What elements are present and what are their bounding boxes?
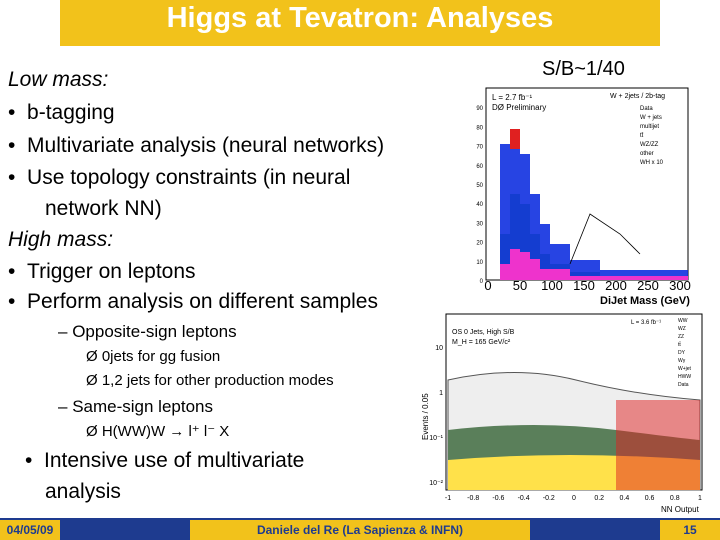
legend-entry: other bbox=[640, 151, 654, 157]
bullet-text: Trigger on leptons bbox=[27, 260, 196, 283]
title: Higgs at Tevatron: Analyses bbox=[166, 2, 554, 34]
x-tick-label: 0 bbox=[572, 495, 576, 502]
legend-entry: Data bbox=[640, 106, 653, 112]
x-tick-label: 0.6 bbox=[645, 495, 655, 502]
x-tick-label: 150 bbox=[573, 278, 595, 293]
heading: Low mass: bbox=[8, 68, 109, 91]
page-number: 15 bbox=[660, 520, 720, 540]
bullet: • Trigger on leptons bbox=[8, 260, 196, 283]
y-tick-label: 1 bbox=[439, 390, 443, 397]
histogram bbox=[616, 400, 700, 490]
x-tick-label: 0.2 bbox=[594, 495, 604, 502]
legend-entry: W+jet bbox=[678, 366, 692, 372]
y-tick-label: 50 bbox=[476, 183, 483, 189]
x-tick-label: -0.2 bbox=[543, 495, 555, 502]
legend-entry: WZ bbox=[678, 326, 686, 332]
y-tick-label: 90 bbox=[476, 106, 483, 112]
bullet: • Use topology constraints (in neural bbox=[8, 166, 351, 189]
x-tick-label: 0.4 bbox=[620, 495, 630, 502]
y-tick-label: 10⁻² bbox=[429, 480, 443, 487]
subsub-bullet: Ø H(WW)W → l⁺ l⁻ X bbox=[86, 423, 230, 440]
x-tick-label: 200 bbox=[605, 278, 627, 293]
x-label: NN Output bbox=[661, 505, 700, 514]
author: Daniele del Re (La Sapienza & INFN) bbox=[190, 520, 530, 540]
bullet-text: analysis bbox=[45, 480, 121, 503]
heading: High mass: bbox=[8, 228, 114, 251]
histogram bbox=[510, 129, 520, 149]
x-tick-label: 300 bbox=[669, 278, 691, 293]
x-tick-label: 50 bbox=[513, 278, 527, 293]
legend-entry: Data bbox=[678, 382, 689, 388]
bullet: • b-tagging bbox=[8, 101, 115, 124]
legend-entry: DY bbox=[678, 350, 686, 356]
diagram bbox=[569, 213, 641, 265]
bullet: • Perform analysis on different samples bbox=[8, 290, 378, 313]
sub-bullet: – Opposite-sign leptons bbox=[58, 322, 237, 341]
sub-text: Opposite-sign leptons bbox=[72, 322, 237, 341]
x-tick-label: 0.8 bbox=[670, 495, 680, 502]
legend-entry: tt̄ bbox=[678, 341, 681, 348]
y-tick-label: 10⁻¹ bbox=[429, 435, 443, 442]
legend-entry: Wγ bbox=[678, 358, 686, 364]
legend-entry: HWW bbox=[678, 374, 691, 380]
legend-entry: ZZ bbox=[678, 334, 684, 340]
x-tick-label: 1 bbox=[698, 495, 702, 502]
y-tick-label: 20 bbox=[476, 241, 483, 247]
histogram bbox=[500, 249, 688, 280]
x-label: DiJet Mass (GeV) bbox=[600, 295, 690, 307]
y-tick-label: 0 bbox=[480, 279, 484, 285]
x-tick-label: -0.6 bbox=[492, 495, 504, 502]
lumi: L = 2.7 fb⁻¹ bbox=[492, 93, 533, 102]
legend-entry: W + jets bbox=[640, 115, 662, 121]
bullet: • Intensive use of multivariate bbox=[25, 449, 305, 472]
bullet: • Multivariate analysis (neural networks… bbox=[8, 134, 385, 157]
x-tick-label: -0.8 bbox=[467, 495, 479, 502]
bullet-text: Multivariate analysis (neural networks) bbox=[27, 134, 385, 157]
y-tick-label: 60 bbox=[476, 164, 483, 170]
x-tick-label: 250 bbox=[637, 278, 659, 293]
y-tick-label: 10 bbox=[476, 260, 483, 266]
x-tick-label: 0 bbox=[484, 278, 491, 293]
title-bar bbox=[60, 0, 660, 46]
bullet-text: b-tagging bbox=[27, 101, 115, 124]
y-tick-label: 70 bbox=[476, 145, 483, 151]
sb-ratio: S/B~1/40 bbox=[542, 58, 625, 80]
top-plot: L = 2.7 fb⁻¹ DØ Preliminary W + 2jets / … bbox=[476, 87, 691, 307]
histogram bbox=[500, 134, 688, 276]
bottom-plot: CDF Run II Preliminary OS 0 Jets, High S… bbox=[421, 313, 703, 514]
experiment: DØ Preliminary bbox=[492, 103, 546, 112]
legend-entry: WW bbox=[678, 318, 688, 324]
channel: W + 2jets / 2b-tag bbox=[610, 93, 665, 100]
x-tick-label: -1 bbox=[445, 495, 451, 502]
y-tick-label: 30 bbox=[476, 221, 483, 227]
bullet-text: network NN) bbox=[45, 197, 162, 220]
selection: OS 0 Jets, High S/B bbox=[452, 329, 515, 336]
bullet-text: Intensive use of multivariate bbox=[44, 449, 305, 472]
y-tick-label: 80 bbox=[476, 125, 483, 131]
mass: M_H = 165 GeV/c² bbox=[452, 339, 511, 346]
legend-entry: multijet bbox=[640, 124, 659, 130]
y-tick-label: 10 bbox=[435, 345, 443, 352]
date: 04/05/09 bbox=[0, 520, 60, 540]
legend-entry: WH x 10 bbox=[640, 160, 664, 166]
subsub-text: H(WW)W → l⁺ l⁻ X bbox=[101, 423, 230, 440]
x-tick-label: 100 bbox=[541, 278, 563, 293]
subsub-text: 0jets for gg fusion bbox=[101, 348, 221, 365]
bullet-text: Perform analysis on different samples bbox=[27, 290, 378, 313]
bullet-text: Use topology constraints (in neural bbox=[27, 166, 351, 189]
subsub-bullet: Ø 1,2 jets for other production modes bbox=[86, 372, 334, 389]
subsub-text: 1,2 jets for other production modes bbox=[101, 372, 334, 389]
legend-entry: tt̄ bbox=[640, 132, 644, 139]
sub-text: Same-sign leptons bbox=[72, 397, 213, 416]
sub-bullet: – Same-sign leptons bbox=[58, 397, 213, 416]
y-tick-label: 40 bbox=[476, 202, 483, 208]
subsub-bullet: Ø 0jets for gg fusion bbox=[86, 348, 221, 365]
lumi: L = 3.6 fb⁻¹ bbox=[631, 320, 661, 326]
experiment: CDF Run II Preliminary bbox=[452, 319, 524, 326]
x-tick-label: -0.4 bbox=[518, 495, 530, 502]
legend-entry: WZ/ZZ bbox=[640, 142, 659, 148]
y-label: Events / 0.05 bbox=[421, 393, 430, 440]
